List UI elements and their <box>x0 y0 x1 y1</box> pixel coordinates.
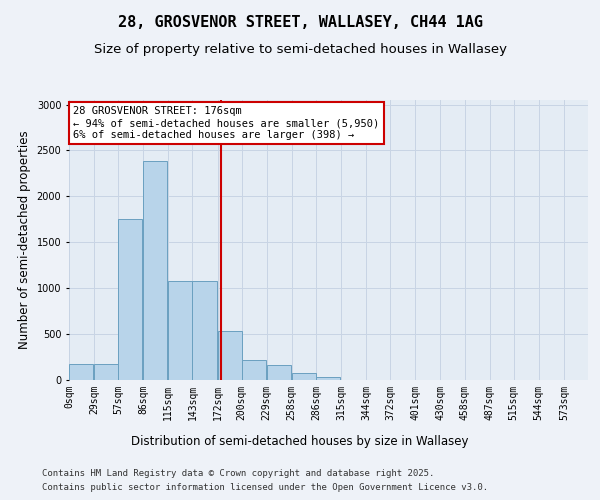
Text: Contains HM Land Registry data © Crown copyright and database right 2025.: Contains HM Land Registry data © Crown c… <box>42 468 434 477</box>
Text: Size of property relative to semi-detached houses in Wallasey: Size of property relative to semi-detach… <box>94 42 506 56</box>
Bar <box>267 365 291 380</box>
Bar <box>316 377 340 380</box>
Text: Contains public sector information licensed under the Open Government Licence v3: Contains public sector information licen… <box>42 484 488 492</box>
Bar <box>94 364 118 380</box>
Text: 28, GROSVENOR STREET, WALLASEY, CH44 1AG: 28, GROSVENOR STREET, WALLASEY, CH44 1AG <box>118 15 482 30</box>
Bar <box>193 282 217 380</box>
Bar <box>118 220 142 380</box>
Bar <box>169 282 193 380</box>
Bar <box>69 364 93 380</box>
Y-axis label: Number of semi-detached properties: Number of semi-detached properties <box>18 130 31 350</box>
Text: Distribution of semi-detached houses by size in Wallasey: Distribution of semi-detached houses by … <box>131 435 469 448</box>
Bar <box>143 160 167 380</box>
Text: 28 GROSVENOR STREET: 176sqm
← 94% of semi-detached houses are smaller (5,950)
6%: 28 GROSVENOR STREET: 176sqm ← 94% of sem… <box>73 106 380 140</box>
Bar <box>292 373 316 380</box>
Bar <box>218 332 242 380</box>
Bar <box>242 360 266 380</box>
